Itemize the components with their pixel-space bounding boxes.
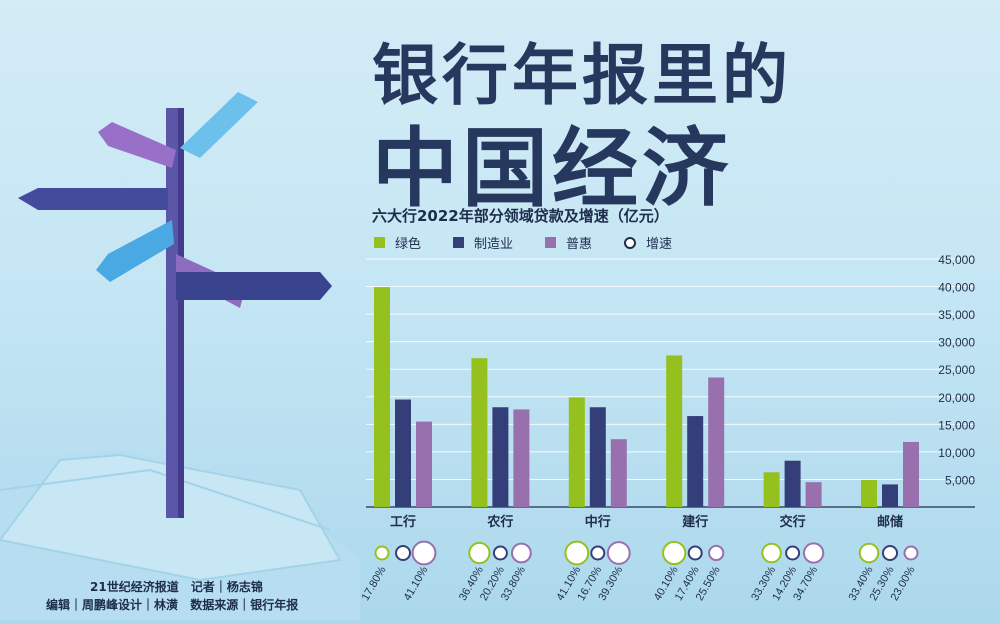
y-tick-label: 35,000 xyxy=(938,308,975,322)
growth-circle xyxy=(606,541,631,565)
growth-circle xyxy=(468,541,491,565)
x-tick-label: 中行 xyxy=(585,514,611,530)
bar xyxy=(610,439,627,507)
growth-circle xyxy=(761,542,782,564)
signpost-illustration xyxy=(0,92,360,620)
growth-circle xyxy=(374,545,390,561)
legend-item-growth: 增速 xyxy=(624,233,672,252)
legend-label-green: 绿色 xyxy=(395,237,422,252)
legend-item-green: 绿色 xyxy=(374,233,421,252)
y-tick-label: 10,000 xyxy=(938,446,975,460)
y-tick-label: 15,000 xyxy=(938,418,975,432)
bar xyxy=(395,399,411,507)
x-tick-label: 交行 xyxy=(780,514,806,530)
x-tick-label: 邮储 xyxy=(877,514,903,530)
growth-circle xyxy=(492,545,508,561)
bar xyxy=(568,397,585,507)
legend-label-inclusive: 普惠 xyxy=(566,237,593,252)
bar xyxy=(708,377,725,507)
legend-swatch-manufacturing xyxy=(453,237,465,248)
bar xyxy=(374,287,390,507)
bar xyxy=(666,355,683,507)
growth-circle xyxy=(511,542,532,564)
y-tick-label: 5,000 xyxy=(945,473,975,487)
bar xyxy=(492,407,509,507)
credit-editor-designer: 编辑｜周鹏峰设计｜林潢 xyxy=(46,598,179,612)
legend-swatch-green xyxy=(374,237,385,248)
credits-line2: 编辑｜周鹏峰设计｜林潢 数据来源｜银行年报 xyxy=(46,596,396,613)
growth-circle xyxy=(395,545,411,561)
bar xyxy=(861,479,877,507)
growth-circle xyxy=(858,542,880,564)
y-tick-label: 20,000 xyxy=(938,391,975,405)
legend-label-manufacturing: 制造业 xyxy=(474,237,514,252)
growth-circle xyxy=(708,544,725,562)
bar xyxy=(687,416,704,507)
bar xyxy=(882,484,898,507)
bar xyxy=(763,472,780,507)
y-tick-label: 30,000 xyxy=(938,336,975,350)
chart-legend: 绿色 制造业 普惠 增速 xyxy=(374,233,704,252)
growth-circle xyxy=(802,542,825,564)
legend-label-growth: 增速 xyxy=(646,237,673,252)
bar xyxy=(416,421,432,507)
bar xyxy=(471,358,488,507)
chart-subtitle: 六大行2022年部分领域贷款及增速（亿元） xyxy=(372,207,669,225)
bar xyxy=(805,482,822,507)
y-tick-label: 25,000 xyxy=(938,363,975,377)
legend-ring-icon xyxy=(624,236,637,249)
y-tick-label: 45,000 xyxy=(938,253,975,267)
bar xyxy=(784,460,801,507)
growth-circle xyxy=(662,540,687,566)
growth-circle xyxy=(411,540,437,566)
bar xyxy=(589,407,606,507)
bar xyxy=(513,409,530,507)
legend-item-manufacturing: 制造业 xyxy=(453,233,513,252)
credits-line1: 21世纪经济报道 记者｜杨志锦 xyxy=(90,578,440,595)
growth-circle xyxy=(903,545,919,561)
x-tick-label: 建行 xyxy=(682,514,708,530)
main-title-line1: 银行年报里的 xyxy=(372,36,792,114)
y-tick-label: 40,000 xyxy=(938,281,975,295)
x-tick-label: 农行 xyxy=(486,514,513,530)
growth-circle xyxy=(564,540,590,566)
credit-source: 数据来源｜银行年报 xyxy=(190,598,299,612)
growth-circle xyxy=(881,544,899,562)
credit-reporter: 记者｜杨志锦 xyxy=(190,580,263,594)
main-title-line2: 中国经济 xyxy=(372,118,732,219)
credit-publisher: 21世纪经济报道 xyxy=(90,580,179,594)
x-tick-label: 工行 xyxy=(390,514,416,530)
legend-item-inclusive: 普惠 xyxy=(545,233,592,252)
bar xyxy=(903,441,919,507)
legend-swatch-inclusive xyxy=(545,237,557,248)
growth-circle xyxy=(687,545,703,561)
growth-circle xyxy=(590,545,606,561)
growth-circle xyxy=(785,545,801,561)
